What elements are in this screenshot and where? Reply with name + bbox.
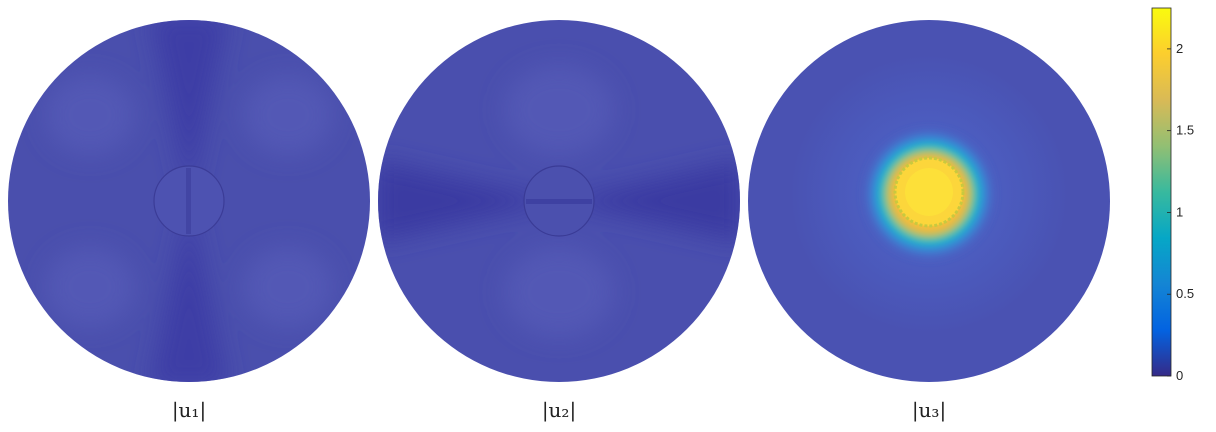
center-seam <box>526 199 592 204</box>
colorbar-tick-label: 1.5 <box>1176 123 1194 138</box>
panel-label-u1: |u₁| <box>171 398 207 422</box>
colorbar: 0 0.5 1 1.5 2 <box>1151 7 1194 383</box>
colorbar-tick-label: 1 <box>1176 204 1183 219</box>
colorbar-gradient <box>1151 7 1172 377</box>
colorbar-tick-label: 0.5 <box>1176 286 1194 301</box>
colorbar-tick-label: 0 <box>1176 368 1183 383</box>
panel-label-u2: |u₂| <box>541 398 577 422</box>
panel-u1 <box>8 20 370 382</box>
colorbar-tick-label: 2 <box>1176 41 1183 56</box>
panel-u2 <box>378 20 740 382</box>
panel-u3 <box>748 20 1110 382</box>
panel-label-u3: |u₃| <box>911 398 947 422</box>
